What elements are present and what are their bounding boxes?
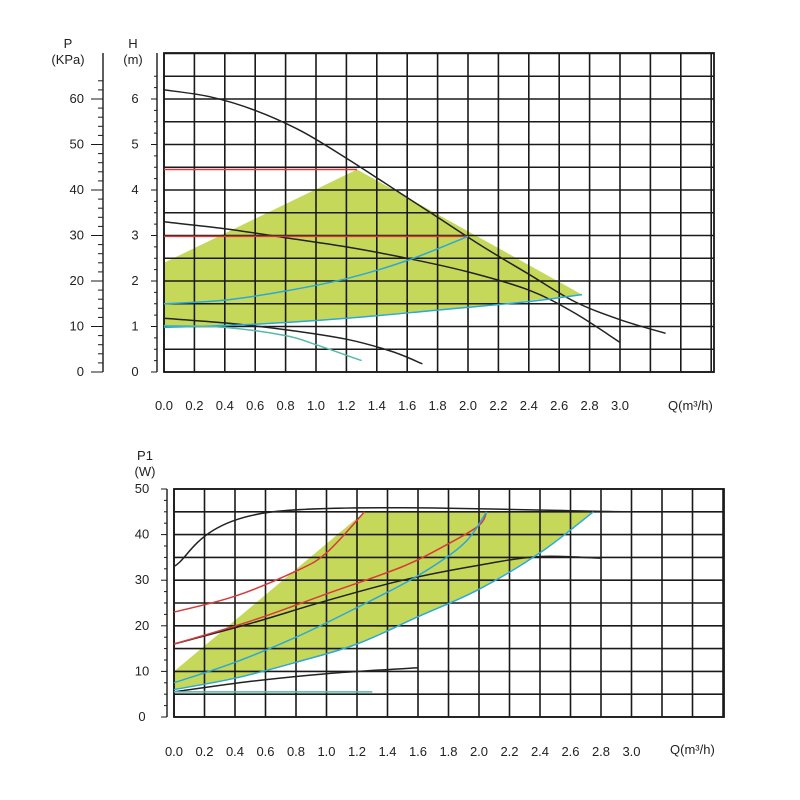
y2-tick-label: 60 bbox=[70, 91, 84, 106]
x-tick-label: 2.4 bbox=[531, 744, 549, 759]
series-curve-1 bbox=[173, 555, 602, 645]
x-tick-label: 0.4 bbox=[216, 398, 234, 413]
y2-axis-label: P bbox=[64, 36, 73, 51]
y2-axis-unit: (KPa) bbox=[51, 52, 84, 67]
x-tick-label: 0.6 bbox=[256, 744, 274, 759]
x-tick-label: 2.4 bbox=[520, 398, 538, 413]
series-curve-1 bbox=[163, 221, 621, 344]
y-tick-label: 2 bbox=[131, 273, 138, 288]
series-curve-2 bbox=[173, 667, 419, 693]
y-axis-label: H bbox=[128, 36, 137, 51]
x-tick-label: 3.0 bbox=[611, 398, 629, 413]
y-axis-unit: (m) bbox=[123, 52, 143, 67]
operating-area bbox=[164, 169, 582, 327]
x-tick-label: 0.4 bbox=[226, 744, 244, 759]
series-curve-6 bbox=[173, 511, 594, 691]
plot-frame bbox=[163, 52, 715, 373]
x-tick-label: 0.0 bbox=[155, 398, 173, 413]
x-tick-label: 1.2 bbox=[337, 398, 355, 413]
x-tick-label: 0.0 bbox=[165, 744, 183, 759]
x-tick-label: 2.8 bbox=[592, 744, 610, 759]
series-curve-5 bbox=[173, 511, 488, 684]
x-tick-label: 0.2 bbox=[185, 398, 203, 413]
y2-tick-label: 20 bbox=[70, 273, 84, 288]
x-tick-label: 2.8 bbox=[581, 398, 599, 413]
y2-tick-label: 0 bbox=[77, 364, 84, 379]
plot-frame bbox=[173, 488, 725, 718]
x-tick-label: 2.2 bbox=[489, 398, 507, 413]
x-tick-label: 1.8 bbox=[429, 398, 447, 413]
y-tick-label: 6 bbox=[131, 91, 138, 106]
x-axis-label: Q(m³/h) bbox=[670, 742, 715, 757]
y-tick-label: 0 bbox=[131, 364, 138, 379]
x-tick-label: 2.0 bbox=[459, 398, 477, 413]
power-flow-chart: 0.0 0.2 0.4 0.6 0.8 1.0 1.2 1.4 1.6 1.8 2.0 2.2 2.4 2… bbox=[135, 448, 725, 759]
x-tick-label: 2.6 bbox=[550, 398, 568, 413]
series-curve-7 bbox=[163, 324, 362, 362]
x-tick-label: 2.0 bbox=[470, 744, 488, 759]
x-tick-label: 1.4 bbox=[368, 398, 386, 413]
y2-tick-label: 50 bbox=[70, 137, 84, 152]
series-curve-3 bbox=[173, 511, 366, 613]
y-tick-label: 0 bbox=[138, 709, 145, 724]
x-tick-label: 0.8 bbox=[277, 398, 295, 413]
series-curve-5 bbox=[163, 235, 469, 305]
y-tick-label: 10 bbox=[135, 663, 149, 678]
x-tick-label: 1.6 bbox=[398, 398, 416, 413]
y-tick-label: 30 bbox=[135, 572, 149, 587]
y-tick-label: 1 bbox=[131, 319, 138, 334]
x-tick-label: 1.4 bbox=[378, 744, 396, 759]
x-tick-label: 2.2 bbox=[500, 744, 518, 759]
series-curve-6 bbox=[163, 293, 583, 329]
y2-tick-label: 10 bbox=[70, 319, 84, 334]
y-tick-label: 3 bbox=[131, 228, 138, 243]
y2-tick-label: 40 bbox=[70, 182, 84, 197]
series-curve-0 bbox=[163, 89, 666, 335]
head-flow-chart: 0.0 0.2 0.4 0.6 0.8 1.0 1.2 1.4 1.6 1.8 2.0 2.2 2.4 2… bbox=[51, 36, 715, 413]
y-tick-label: 20 bbox=[135, 618, 149, 633]
y-tick-label: 5 bbox=[131, 137, 138, 152]
y-tick-label: 50 bbox=[135, 481, 149, 496]
x-tick-label: 1.2 bbox=[348, 744, 366, 759]
x-tick-label: 0.2 bbox=[195, 744, 213, 759]
x-tick-label: 1.6 bbox=[409, 744, 427, 759]
x-axis-label: Q(m³/h) bbox=[668, 398, 713, 413]
operating-area bbox=[174, 511, 594, 690]
x-tick-label: 1.8 bbox=[439, 744, 457, 759]
series-curve-2 bbox=[163, 317, 423, 365]
y-axis-label: P1 bbox=[137, 448, 153, 463]
x-tick-label: 2.6 bbox=[561, 744, 579, 759]
y-tick-label: 40 bbox=[135, 527, 149, 542]
x-tick-label: 0.8 bbox=[287, 744, 305, 759]
x-tick-label: 0.6 bbox=[246, 398, 264, 413]
y2-tick-label: 30 bbox=[70, 228, 84, 243]
series-curve-0 bbox=[173, 507, 632, 568]
y-axis-unit: (W) bbox=[135, 464, 156, 479]
x-tick-label: 3.0 bbox=[622, 744, 640, 759]
x-tick-label: 1.0 bbox=[307, 398, 325, 413]
y-tick-label: 4 bbox=[131, 182, 138, 197]
x-tick-label: 1.0 bbox=[317, 744, 335, 759]
